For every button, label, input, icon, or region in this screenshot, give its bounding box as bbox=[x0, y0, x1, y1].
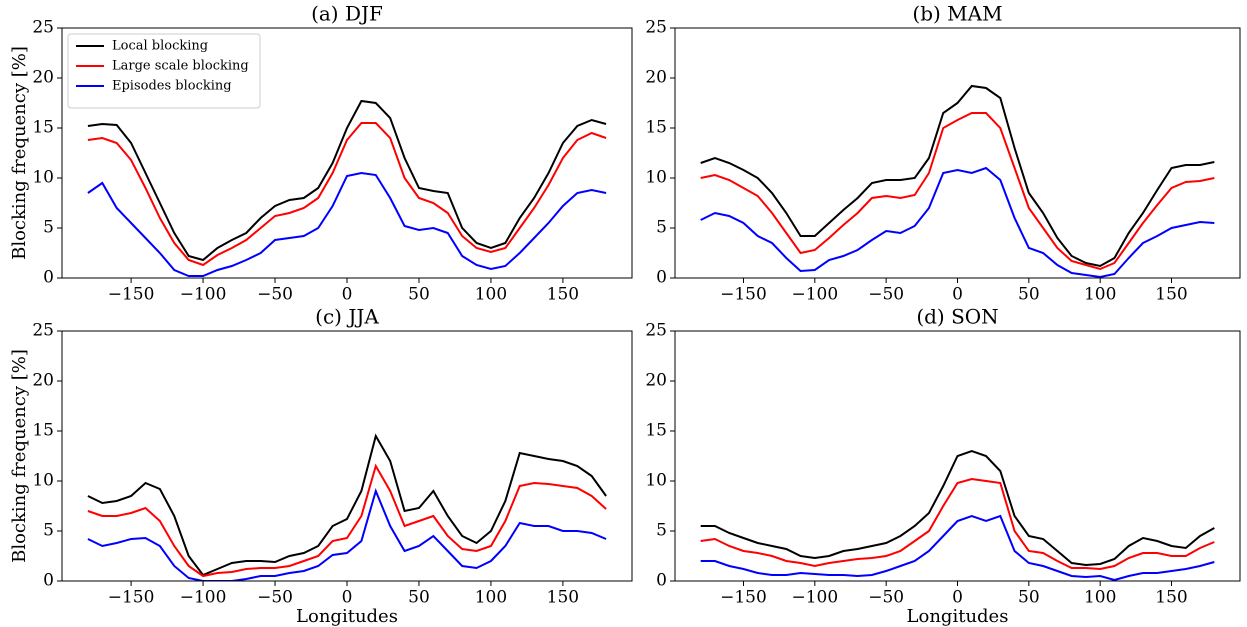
legend-label: Local blocking bbox=[112, 39, 208, 54]
y-tick-label: 5 bbox=[43, 218, 54, 238]
panel: −150 −100 −50 0 50 100 150 0 5 10 15 20 25 (c) JJA Lon… bbox=[9, 305, 633, 627]
y-tick-label: 25 bbox=[645, 321, 667, 341]
x-tick-label: 50 bbox=[408, 285, 430, 305]
y-tick-label: 0 bbox=[43, 571, 54, 591]
x-tick-label: 150 bbox=[1155, 588, 1187, 608]
y-tick-label: 20 bbox=[32, 68, 54, 88]
series-line bbox=[700, 84, 1215, 268]
x-tick-label: −150 bbox=[108, 588, 155, 608]
plot-area bbox=[700, 84, 1215, 278]
panel-title: (d) SON bbox=[916, 305, 998, 329]
x-tick-label: −150 bbox=[720, 285, 767, 305]
x-tick-label: 100 bbox=[475, 285, 507, 305]
legend-label: Episodes blocking bbox=[112, 79, 232, 94]
y-tick-label: 15 bbox=[32, 118, 54, 138]
y-tick-label: 20 bbox=[645, 371, 667, 391]
x-axis-label: Longitudes bbox=[296, 606, 398, 627]
plot-area bbox=[700, 449, 1215, 581]
x-tick-label: 0 bbox=[952, 588, 963, 608]
y-axis-label: Blocking frequency [%] bbox=[9, 46, 30, 260]
series-line bbox=[87, 99, 607, 262]
panel-title: (c) JJA bbox=[315, 305, 379, 329]
y-tick-label: 5 bbox=[656, 521, 667, 541]
plot-area bbox=[87, 433, 607, 581]
panel: −150 −100 −50 0 50 100 150 0 5 10 15 20 25 (d) SON Lon… bbox=[645, 305, 1241, 627]
panel: −150 −100 −50 0 50 100 150 0 5 10 15 20 25 (a) DJF Blo… bbox=[9, 2, 633, 305]
legend: Local blocking Large scale blocking Episod… bbox=[67, 33, 261, 109]
x-tick-label: −150 bbox=[720, 588, 767, 608]
y-tick-label: 10 bbox=[645, 471, 667, 491]
x-tick-label: 0 bbox=[952, 285, 963, 305]
y-tick-label: 25 bbox=[645, 18, 667, 38]
y-tick-label: 20 bbox=[645, 68, 667, 88]
x-tick-label: 100 bbox=[1084, 588, 1116, 608]
y-tick-label: 5 bbox=[656, 218, 667, 238]
x-tick-label: 150 bbox=[547, 588, 579, 608]
y-tick-label: 20 bbox=[32, 371, 54, 391]
axes-frame bbox=[61, 330, 633, 582]
plot-area bbox=[87, 99, 607, 277]
x-tick-label: 150 bbox=[547, 285, 579, 305]
series-line bbox=[87, 122, 607, 267]
x-tick-label: 50 bbox=[1018, 588, 1040, 608]
x-tick-label: 100 bbox=[475, 588, 507, 608]
panel-title: (a) DJF bbox=[311, 2, 383, 26]
x-tick-label: −100 bbox=[180, 588, 227, 608]
x-tick-label: 0 bbox=[342, 588, 353, 608]
y-tick-label: 25 bbox=[32, 18, 54, 38]
x-tick-label: −100 bbox=[180, 285, 227, 305]
x-tick-label: 50 bbox=[408, 588, 430, 608]
series-line bbox=[700, 112, 1215, 271]
y-tick-label: 15 bbox=[32, 421, 54, 441]
y-tick-label: 10 bbox=[645, 168, 667, 188]
series-line bbox=[87, 487, 607, 581]
x-tick-label: −50 bbox=[257, 588, 293, 608]
series-line bbox=[700, 166, 1215, 278]
x-axis-label: Longitudes bbox=[907, 606, 1009, 627]
panel-title: (b) MAM bbox=[912, 2, 1002, 26]
x-tick-label: −100 bbox=[791, 285, 838, 305]
y-tick-label: 0 bbox=[656, 571, 667, 591]
x-tick-label: 100 bbox=[1084, 285, 1116, 305]
x-tick-label: −50 bbox=[257, 285, 293, 305]
series-line bbox=[87, 171, 607, 277]
legend-box bbox=[67, 33, 261, 109]
x-tick-label: −50 bbox=[868, 588, 904, 608]
panel: −150 −100 −50 0 50 100 150 0 5 10 15 20 25 (b) MAM bbox=[645, 2, 1241, 305]
series-line bbox=[87, 433, 607, 577]
y-tick-label: 0 bbox=[43, 268, 54, 288]
legend-label: Large scale blocking bbox=[112, 59, 249, 74]
x-tick-label: 50 bbox=[1018, 285, 1040, 305]
y-tick-label: 5 bbox=[43, 521, 54, 541]
y-tick-label: 10 bbox=[32, 471, 54, 491]
y-tick-label: 15 bbox=[645, 421, 667, 441]
y-tick-label: 0 bbox=[656, 268, 667, 288]
series-line bbox=[700, 449, 1215, 567]
x-tick-label: 0 bbox=[342, 285, 353, 305]
x-tick-label: 150 bbox=[1155, 285, 1187, 305]
y-axis-label: Blocking frequency [%] bbox=[9, 349, 30, 563]
y-tick-label: 10 bbox=[32, 168, 54, 188]
x-tick-label: −150 bbox=[108, 285, 155, 305]
x-tick-label: −50 bbox=[868, 285, 904, 305]
series-line bbox=[87, 463, 607, 578]
y-tick-label: 15 bbox=[645, 118, 667, 138]
series-line bbox=[700, 514, 1215, 581]
series-line bbox=[700, 477, 1215, 571]
axes-frame bbox=[674, 27, 1241, 279]
x-tick-label: −100 bbox=[791, 588, 838, 608]
y-tick-label: 25 bbox=[32, 321, 54, 341]
